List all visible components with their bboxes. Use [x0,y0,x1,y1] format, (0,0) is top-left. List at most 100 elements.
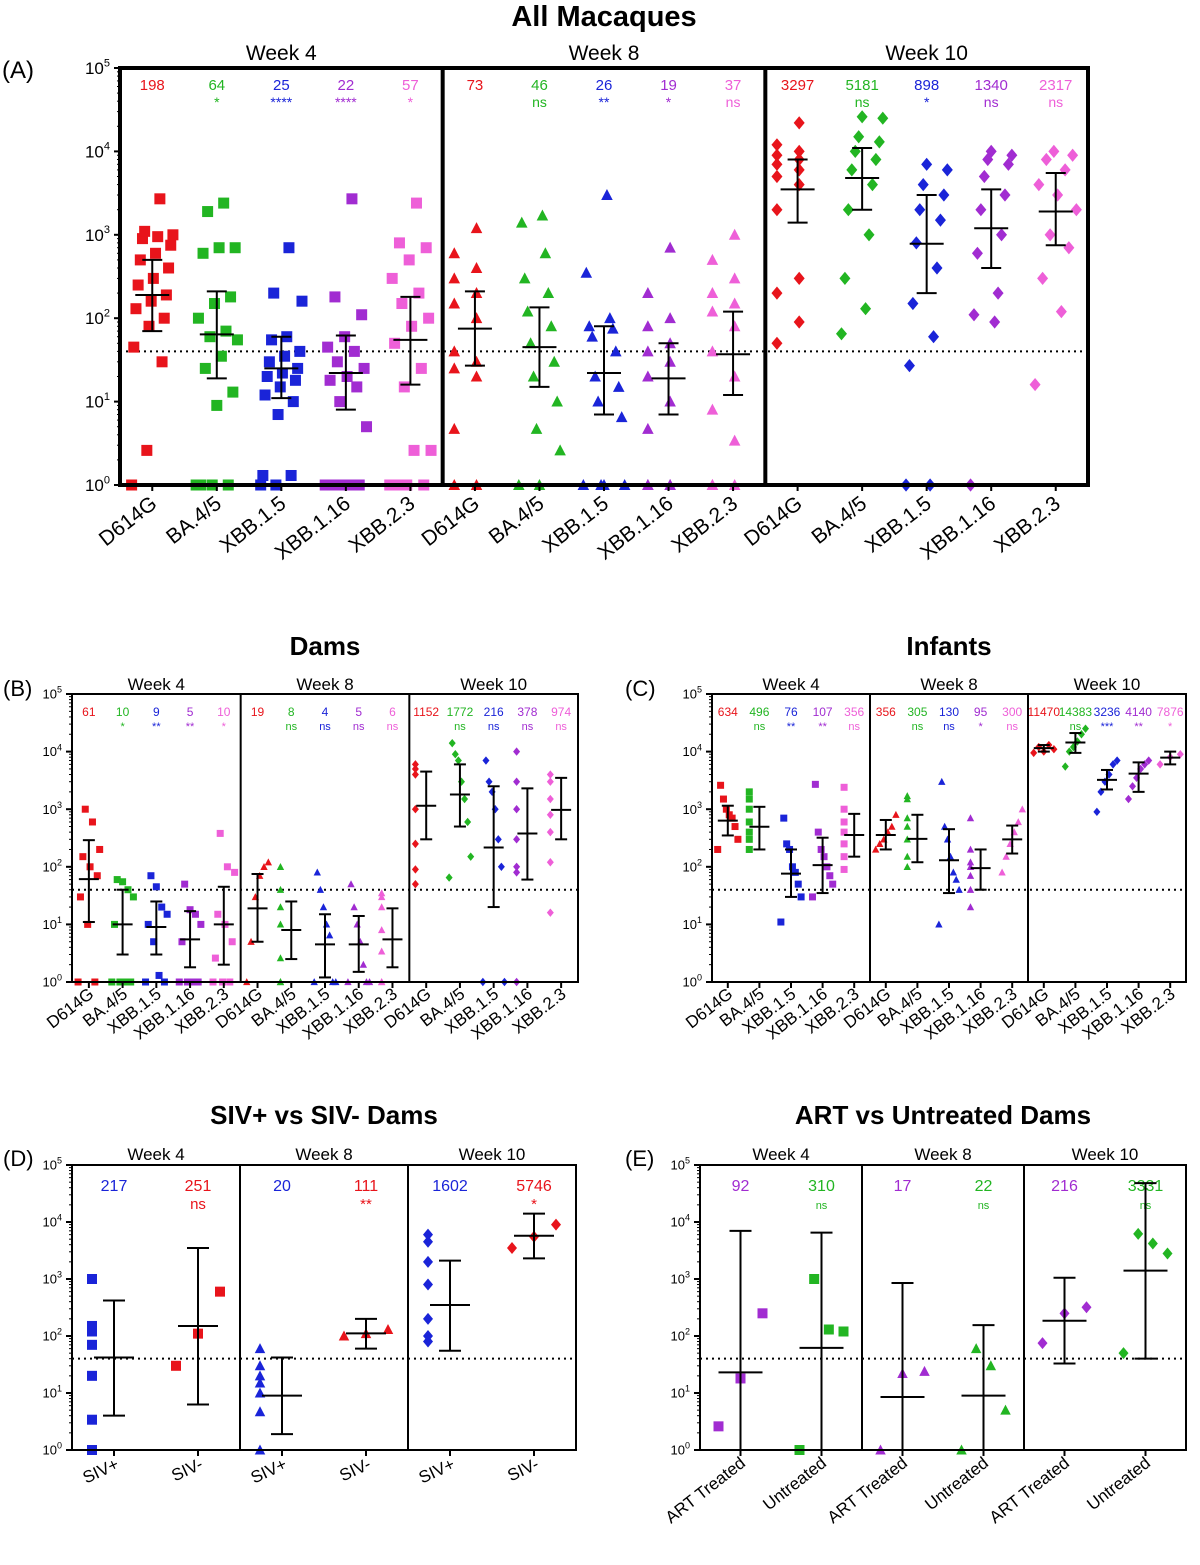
y-tick-label: 102 [85,308,110,329]
data-point [513,777,521,786]
data-point [192,312,204,324]
data-point [546,770,554,779]
significance-label: *** [1101,721,1115,733]
category-label: ART Treated [986,1453,1073,1527]
data-point [846,163,858,177]
data-point [524,337,537,349]
data-point [849,144,861,158]
data-point [1093,807,1101,817]
data-point [1044,228,1056,242]
data-point [586,330,598,342]
significance-label: ns [522,721,534,733]
data-point [793,315,805,329]
data-point [548,355,560,367]
data-point [966,814,975,822]
data-point [921,157,933,171]
data-point [1176,750,1184,759]
data-point [488,787,496,797]
gmt-label: 251 [185,1178,212,1195]
data-point [917,177,929,192]
data-point [324,374,336,386]
data-point [771,138,783,152]
week-label: Week 10 [1074,675,1141,694]
panel-letter: (E) [625,1146,654,1171]
data-point [129,893,137,901]
data-point [903,814,911,822]
data-point [823,863,831,871]
data-point [1061,762,1069,771]
data-point [808,893,816,901]
data-point [152,883,160,891]
data-point [470,287,483,299]
gmt-label: 73 [467,77,484,94]
data-point [604,312,616,324]
data-point [998,868,1006,876]
data-point [358,362,370,374]
data-point [914,203,926,217]
data-point [1141,760,1149,769]
data-point [136,233,148,245]
data-point [1048,144,1060,158]
data-point [134,254,146,266]
data-point [316,885,325,893]
gmt-label: 356 [844,705,864,719]
data-point [79,853,87,861]
data-point [876,840,884,848]
gmt-label: 111 [354,1178,378,1195]
panel-title: Dams [290,631,361,661]
data-point [228,938,236,946]
panel-letter: (B) [3,676,32,701]
data-point [589,370,601,382]
data-point [347,880,355,888]
significance-label: ns [353,721,365,733]
data-point [158,312,170,324]
data-point [215,1286,225,1297]
data-point [411,760,419,769]
data-point [331,356,343,368]
gmt-label: 25 [273,77,290,94]
data-point [276,885,285,893]
data-point [714,845,722,853]
data-point [420,242,432,254]
gmt-label: 37 [725,77,742,94]
data-point [1037,1337,1048,1350]
data-point [1063,241,1075,255]
panel-letter: (C) [625,676,656,701]
data-point [181,880,189,888]
significance-label: ns [387,721,399,733]
gmt-label: 898 [914,77,939,94]
data-point [119,878,127,886]
data-point [423,1312,433,1325]
data-point [411,764,419,774]
data-point [128,341,140,353]
significance-label: **** [335,94,357,110]
data-point [448,345,461,357]
data-point [485,777,493,786]
category-label: XBB.2.3 [667,492,742,558]
gmt-label: 1340 [975,77,1008,94]
gmt-label: 4140 [1125,705,1152,719]
gmt-label: 10 [217,705,231,719]
data-point [1113,756,1121,765]
data-point [513,868,521,877]
gmt-label: 20 [273,1178,291,1195]
data-point [971,246,983,260]
data-point [276,920,285,928]
data-point [410,197,422,209]
y-tick-label: 102 [671,1327,690,1344]
gmt-label: 61 [82,705,96,719]
data-point [377,893,386,901]
significance-label: * [978,721,983,733]
data-point [254,1406,266,1417]
gmt-label: 17 [894,1178,912,1195]
data-point [829,880,837,888]
category-label: XBB.2.3 [345,492,420,558]
gmt-label: 22 [975,1178,993,1195]
week-label: Week 10 [459,1145,526,1164]
data-point [1059,163,1071,177]
data-point [745,805,753,813]
data-point [87,1320,97,1331]
data-point [771,169,783,184]
data-point [356,309,368,321]
data-point [985,144,997,158]
